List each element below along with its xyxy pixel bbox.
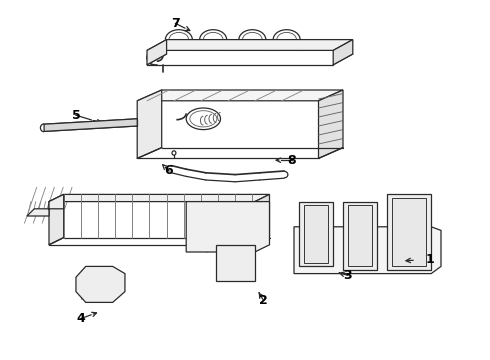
Polygon shape (343, 202, 377, 270)
Polygon shape (49, 194, 64, 245)
Text: 7: 7 (171, 17, 180, 30)
Polygon shape (294, 227, 441, 274)
Polygon shape (255, 194, 270, 245)
Polygon shape (147, 40, 353, 50)
Text: 8: 8 (287, 154, 296, 167)
Text: 5: 5 (72, 109, 80, 122)
Polygon shape (137, 90, 343, 101)
Polygon shape (49, 194, 270, 202)
Polygon shape (186, 202, 270, 252)
Polygon shape (147, 40, 167, 65)
Polygon shape (76, 266, 125, 302)
Polygon shape (348, 205, 372, 266)
Polygon shape (137, 90, 162, 158)
Polygon shape (216, 245, 255, 281)
Polygon shape (27, 194, 64, 216)
Text: 1: 1 (426, 253, 435, 266)
Text: 3: 3 (343, 269, 352, 282)
Polygon shape (299, 202, 333, 266)
Polygon shape (387, 194, 431, 270)
Polygon shape (333, 40, 353, 65)
Text: 6: 6 (165, 165, 173, 177)
Polygon shape (44, 119, 137, 131)
Polygon shape (304, 205, 328, 263)
Polygon shape (392, 198, 426, 266)
Text: 2: 2 (259, 294, 268, 307)
Text: 4: 4 (76, 312, 85, 325)
Polygon shape (318, 90, 343, 158)
